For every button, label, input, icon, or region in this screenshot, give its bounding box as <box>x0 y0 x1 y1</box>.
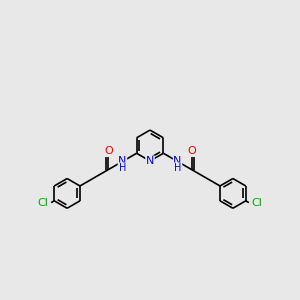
Text: O: O <box>104 146 113 157</box>
Text: N: N <box>118 156 127 167</box>
Text: O: O <box>187 146 196 157</box>
Text: N: N <box>146 156 154 166</box>
Text: N: N <box>173 156 182 167</box>
Text: Cl: Cl <box>37 198 48 208</box>
Text: Cl: Cl <box>252 198 263 208</box>
Text: H: H <box>119 163 126 173</box>
Text: H: H <box>174 163 181 173</box>
